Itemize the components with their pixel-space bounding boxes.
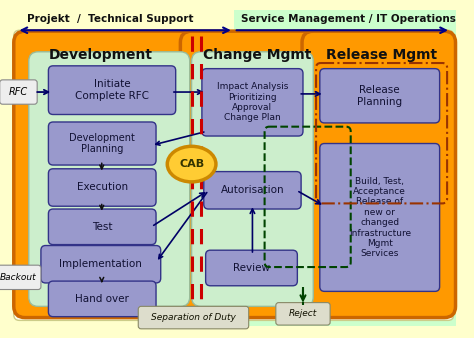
- FancyBboxPatch shape: [29, 52, 190, 306]
- FancyBboxPatch shape: [302, 31, 456, 318]
- FancyBboxPatch shape: [41, 245, 161, 283]
- Text: Release
Planning: Release Planning: [357, 85, 402, 106]
- Text: Autorisation: Autorisation: [220, 185, 284, 195]
- Text: Execution: Execution: [77, 183, 128, 193]
- FancyBboxPatch shape: [48, 169, 156, 206]
- FancyBboxPatch shape: [48, 209, 156, 245]
- Text: Service Management / IT Operations: Service Management / IT Operations: [241, 14, 456, 24]
- FancyBboxPatch shape: [48, 281, 156, 317]
- Text: Impact Analysis
Prioritizing
Approval
Change Plan: Impact Analysis Prioritizing Approval Ch…: [217, 82, 288, 122]
- Text: Build, Test,
Acceptance
Release of
new or
changed
Infrastructure
Mgmt
Services: Build, Test, Acceptance Release of new o…: [349, 176, 411, 258]
- Bar: [12, 10, 234, 326]
- Text: Separation of Duty: Separation of Duty: [151, 313, 236, 322]
- Text: Review: Review: [233, 263, 270, 273]
- Text: CAB: CAB: [179, 159, 204, 169]
- FancyBboxPatch shape: [204, 172, 301, 209]
- FancyBboxPatch shape: [48, 122, 156, 165]
- Text: Development: Development: [49, 48, 153, 62]
- FancyBboxPatch shape: [320, 144, 439, 291]
- Text: Initiate
Complete RFC: Initiate Complete RFC: [75, 79, 149, 101]
- FancyBboxPatch shape: [48, 66, 176, 115]
- FancyBboxPatch shape: [276, 303, 330, 325]
- FancyBboxPatch shape: [181, 31, 325, 318]
- FancyBboxPatch shape: [138, 306, 249, 329]
- Text: Backout: Backout: [0, 273, 37, 282]
- FancyBboxPatch shape: [320, 69, 439, 123]
- Text: Implementation: Implementation: [59, 259, 142, 269]
- FancyBboxPatch shape: [206, 250, 297, 286]
- FancyBboxPatch shape: [14, 31, 203, 318]
- Text: Reject: Reject: [289, 309, 317, 318]
- FancyBboxPatch shape: [0, 80, 37, 104]
- Text: Hand over: Hand over: [75, 294, 129, 304]
- FancyBboxPatch shape: [0, 265, 41, 290]
- FancyBboxPatch shape: [202, 69, 303, 136]
- FancyBboxPatch shape: [191, 52, 313, 306]
- Text: Release Mgmt: Release Mgmt: [326, 48, 437, 62]
- FancyBboxPatch shape: [14, 30, 454, 320]
- Text: RFC: RFC: [9, 87, 28, 97]
- Text: Development
Planning: Development Planning: [69, 133, 135, 154]
- Text: Test: Test: [92, 222, 112, 232]
- Text: Projekt  /  Technical Support: Projekt / Technical Support: [27, 14, 193, 24]
- Ellipse shape: [167, 146, 216, 182]
- Bar: [234, 10, 456, 326]
- Text: Change Mgmt: Change Mgmt: [203, 48, 311, 62]
